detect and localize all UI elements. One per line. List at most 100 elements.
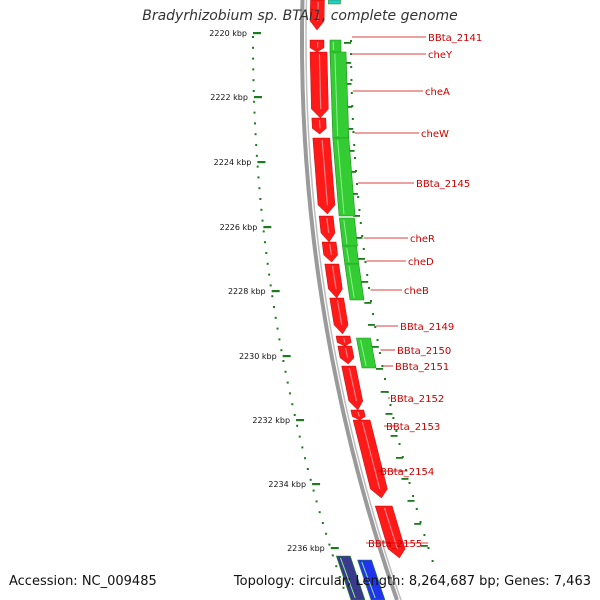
- ring-dot: [359, 222, 362, 224]
- ring-dot: [427, 547, 430, 549]
- major-tick: [271, 290, 280, 293]
- position-ruler: 2220 kbp 2222 kbp 2224 kbp 2226 kbp 2228 kbp…: [209, 29, 339, 553]
- gene-forward-d: [318, 215, 336, 243]
- gene-forward-i: [337, 345, 355, 365]
- gene-label-cheb: cheB: [404, 286, 429, 297]
- ring-dot: [258, 187, 261, 190]
- ruler-label: 2226 kbp: [220, 223, 258, 232]
- ring-dot: [301, 446, 304, 449]
- ring-dash: [350, 193, 358, 195]
- gene-chey: [329, 39, 342, 53]
- ring-dot: [306, 468, 309, 470]
- ruler-label: 2234 kbp: [268, 480, 306, 489]
- gene-label-bbta-2153: BBta_2153: [386, 422, 440, 433]
- ring-dot: [293, 414, 296, 416]
- ring-dash: [367, 324, 375, 326]
- ring-dot: [383, 378, 386, 380]
- accession-text: Accession: NC_009485: [9, 574, 157, 589]
- gene-bbta2152-highlight: [348, 367, 358, 402]
- ring-dash: [396, 457, 404, 459]
- ring-dot: [412, 495, 415, 497]
- ring-dot: [271, 295, 274, 298]
- gene-blue-highlight: [361, 561, 376, 599]
- ring-dot: [350, 92, 353, 94]
- ring-dot: [395, 430, 398, 432]
- gene-chea: [329, 51, 350, 139]
- ring-dot: [252, 68, 255, 71]
- ring-dash: [361, 281, 369, 283]
- gene-forward-c-highlight: [321, 139, 328, 206]
- ring-dot: [265, 252, 268, 254]
- gene-bbta2145: [332, 137, 356, 217]
- ring-dot: [381, 365, 384, 367]
- ring-dash: [355, 237, 363, 239]
- major-tick: [257, 161, 266, 164]
- gene-cher: [339, 217, 358, 247]
- gene-forward-i-highlight: [344, 347, 349, 358]
- gene-label-bbta-2145: BBta_2145: [416, 179, 470, 190]
- major-tick: [282, 355, 291, 358]
- ring-dot: [282, 360, 285, 362]
- ring-dash: [380, 391, 388, 393]
- ring-dot: [253, 111, 256, 114]
- ring-dot: [254, 122, 257, 125]
- ring-dot: [298, 435, 301, 438]
- gene-label-bbta-2149: BBta_2149: [400, 322, 454, 333]
- ring-dot: [252, 46, 255, 49]
- ring-dot: [356, 183, 359, 185]
- ring-dot: [268, 273, 271, 276]
- gene-forward-h-highlight: [343, 337, 346, 343]
- outer-tick-ring: [252, 36, 345, 589]
- ring-dot: [254, 133, 257, 136]
- ring-dot: [274, 316, 277, 319]
- ring-dash: [385, 413, 393, 415]
- label-leader-lines: [352, 36, 429, 544]
- gene-forward-a: [309, 51, 329, 119]
- ring-dot: [325, 532, 328, 535]
- ring-dot: [318, 511, 321, 514]
- ring-dash: [358, 258, 366, 260]
- major-tick: [253, 96, 262, 99]
- ring-dot: [361, 235, 364, 237]
- ring-dot: [350, 53, 353, 55]
- gene-labels: BBta_2141 cheY cheA cheW BBta_2145 cheR cheD ch…: [368, 33, 482, 550]
- major-tick: [263, 226, 272, 229]
- genome-backbone-shadow: [305, 0, 402, 600]
- gene-label-bbta-2152: BBta_2152: [390, 394, 444, 405]
- ring-dot: [342, 586, 345, 589]
- ring-dot: [255, 144, 258, 146]
- gene-bbta2145-highlight: [337, 139, 345, 215]
- ring-dot: [419, 521, 422, 523]
- ring-dot: [304, 457, 307, 460]
- ring-dot: [389, 404, 392, 406]
- ring-dot: [370, 300, 373, 302]
- inner-tick-ring: [344, 40, 434, 562]
- gene-cheb: [344, 263, 365, 301]
- ring-dash: [345, 106, 353, 108]
- ring-dot: [286, 381, 289, 384]
- ring-dot: [257, 176, 260, 179]
- genome-summary-text: Topology: circular; Length: 8,264,687 bp…: [233, 574, 591, 589]
- ring-dash: [353, 215, 361, 217]
- gene-forward-b-highlight: [318, 119, 321, 129]
- ring-dot: [366, 274, 369, 276]
- ring-dot: [309, 478, 312, 481]
- ring-dot: [328, 543, 331, 546]
- gene-bbta2152: [341, 365, 364, 411]
- ring-dot: [350, 66, 353, 68]
- ring-dot: [280, 349, 283, 352]
- ring-dash: [420, 545, 428, 547]
- gene-forward-e-highlight: [329, 243, 332, 256]
- ring-dot: [262, 230, 265, 233]
- gene-forward-e: [321, 241, 338, 263]
- gene-forward-a-highlight: [318, 53, 322, 110]
- gene-label-chew: cheW: [421, 129, 449, 140]
- gene-forward-g-highlight: [336, 299, 343, 326]
- ring-dot: [357, 196, 360, 198]
- ring-dot: [261, 219, 264, 222]
- gene-label-chea: cheA: [425, 87, 450, 98]
- gene-label-ched: cheD: [408, 257, 434, 268]
- ring-dot: [372, 313, 375, 315]
- ring-dot: [252, 36, 255, 38]
- ring-dot: [376, 339, 379, 341]
